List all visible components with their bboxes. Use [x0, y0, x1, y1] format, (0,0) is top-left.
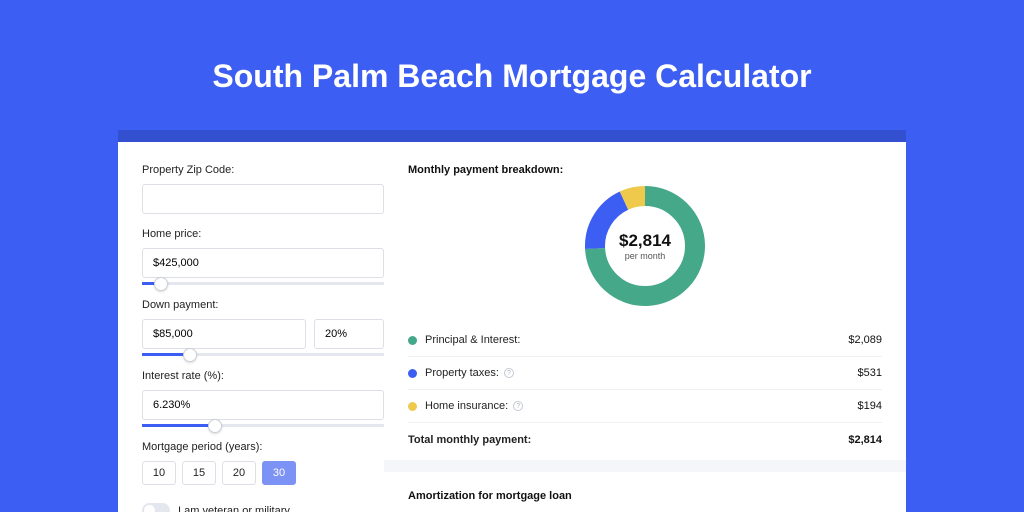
line-item-0: Principal & Interest: $2,089 [408, 324, 882, 357]
rate-slider-thumb[interactable] [208, 419, 222, 433]
zip-input[interactable] [142, 184, 384, 214]
help-icon[interactable]: ? [513, 401, 523, 411]
total-value: $2,814 [848, 434, 882, 446]
line-item-value: $194 [858, 400, 882, 412]
breakdown-column: Monthly payment breakdown: $2,814 per mo… [408, 164, 882, 512]
down-slider-thumb[interactable] [183, 348, 197, 362]
period-option-30[interactable]: 30 [262, 461, 296, 485]
rate-slider[interactable] [142, 424, 384, 427]
line-item-label: Principal & Interest: [425, 334, 520, 346]
breakdown-title: Monthly payment breakdown: [408, 164, 882, 176]
line-item-1: Property taxes:? $531 [408, 357, 882, 390]
price-slider[interactable] [142, 282, 384, 285]
legend-dot [408, 369, 417, 378]
page-background: South Palm Beach Mortgage Calculator Pro… [0, 0, 1024, 512]
form-column: Property Zip Code: Home price: Down paym… [142, 164, 384, 512]
down-slider[interactable] [142, 353, 384, 356]
legend-dot [408, 402, 417, 411]
zip-field-group: Property Zip Code: [142, 164, 384, 214]
total-label: Total monthly payment: [408, 434, 531, 446]
rate-input[interactable] [142, 390, 384, 420]
down-amount-input[interactable] [142, 319, 306, 349]
amortization-title: Amortization for mortgage loan [408, 490, 882, 502]
help-icon[interactable]: ? [504, 368, 514, 378]
period-option-20[interactable]: 20 [222, 461, 256, 485]
price-field-group: Home price: [142, 228, 384, 285]
down-pct-input[interactable] [314, 319, 384, 349]
veteran-toggle[interactable] [142, 503, 170, 512]
calculator-card: Property Zip Code: Home price: Down paym… [118, 142, 906, 512]
donut-amount: $2,814 [619, 231, 671, 251]
donut-sub: per month [619, 251, 671, 261]
donut-center: $2,814 per month [619, 231, 671, 261]
period-option-10[interactable]: 10 [142, 461, 176, 485]
down-field-group: Down payment: [142, 299, 384, 356]
rate-slider-fill [142, 424, 215, 427]
period-options: 10152030 [142, 461, 384, 485]
price-label: Home price: [142, 228, 384, 240]
zip-label: Property Zip Code: [142, 164, 384, 176]
card-accent-wrap: Property Zip Code: Home price: Down paym… [118, 130, 906, 512]
period-field-group: Mortgage period (years): 10152030 [142, 441, 384, 485]
total-row: Total monthly payment: $2,814 [408, 422, 882, 460]
price-input[interactable] [142, 248, 384, 278]
veteran-label: I am veteran or military [178, 505, 290, 512]
veteran-row: I am veteran or military [142, 503, 384, 512]
rate-label: Interest rate (%): [142, 370, 384, 382]
line-item-value: $2,089 [848, 334, 882, 346]
down-row [142, 319, 384, 349]
rate-field-group: Interest rate (%): [142, 370, 384, 427]
legend-dot [408, 336, 417, 345]
line-item-label: Home insurance: [425, 400, 508, 412]
price-slider-thumb[interactable] [154, 277, 168, 291]
line-item-value: $531 [858, 367, 882, 379]
page-title: South Palm Beach Mortgage Calculator [0, 0, 1024, 115]
amortization-block: Amortization for mortgage loan Amortizat… [384, 460, 906, 512]
period-label: Mortgage period (years): [142, 441, 384, 453]
line-items: Principal & Interest: $2,089 Property taxe… [408, 324, 882, 422]
period-option-15[interactable]: 15 [182, 461, 216, 485]
donut-chart: $2,814 per month [408, 186, 882, 306]
down-label: Down payment: [142, 299, 384, 311]
line-item-label: Property taxes: [425, 367, 499, 379]
line-item-2: Home insurance:? $194 [408, 390, 882, 422]
